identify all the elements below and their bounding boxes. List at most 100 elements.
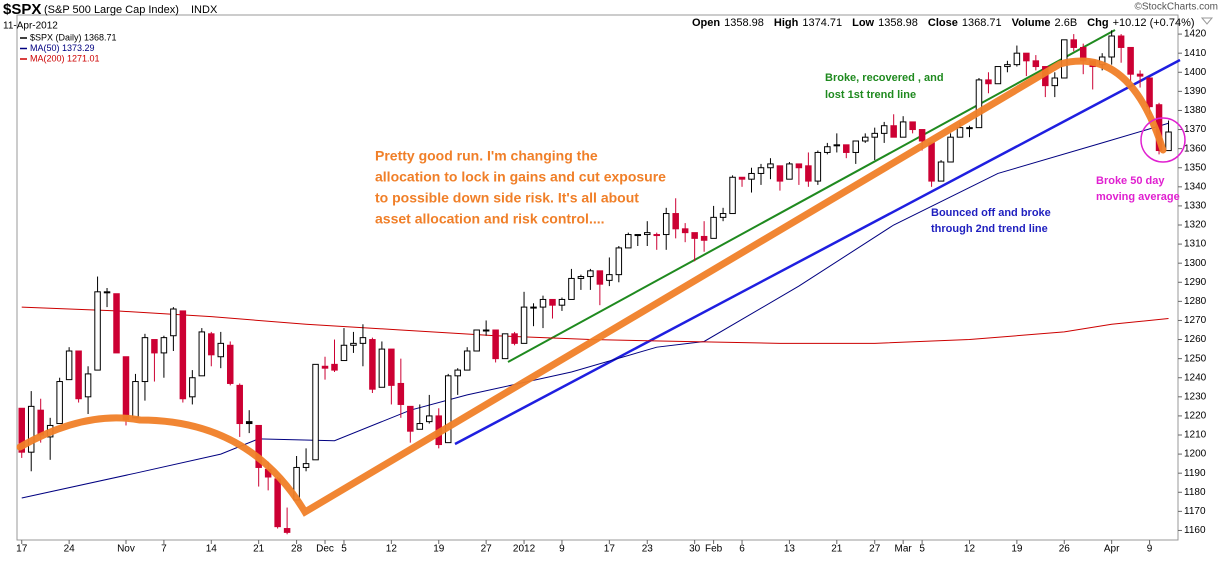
candle-body	[179, 310, 187, 400]
candle-body	[511, 333, 518, 344]
candle-body	[1061, 39, 1068, 79]
candle-body	[331, 363, 338, 371]
x-tick-label: 12	[386, 544, 398, 555]
candle-body	[1108, 35, 1115, 58]
y-tick-label: 1350	[1184, 162, 1207, 173]
x-tick-label: 21	[831, 544, 843, 555]
x-tick-label: 21	[253, 544, 265, 555]
candle-body	[426, 415, 433, 423]
x-tick-label: Mar	[895, 544, 913, 555]
trend-line-2	[454, 58, 1181, 446]
candle-body	[321, 365, 329, 369]
quote-label: Chg	[1087, 17, 1108, 29]
chart-date: 11-Apr-2012	[3, 21, 58, 32]
y-tick-label: 1390	[1184, 86, 1207, 97]
legend-label: MA(50) 1373.29	[30, 43, 95, 53]
candle-body	[861, 136, 869, 142]
candle-body	[1136, 73, 1144, 77]
highlight-circle	[1140, 117, 1186, 163]
candle-body	[27, 405, 35, 453]
x-tick-label: 17	[604, 544, 616, 555]
y-tick-label: 1370	[1184, 124, 1207, 135]
x-tick-label: 5	[919, 544, 925, 555]
quote-value: 1358.98	[724, 17, 764, 29]
candle-body	[1032, 60, 1040, 68]
x-tick-label: 9	[559, 544, 565, 555]
y-tick-label: 1360	[1184, 143, 1207, 154]
quote-label: Low	[852, 17, 874, 29]
annotation: Broke, recovered , and	[825, 72, 944, 84]
candle-body	[539, 298, 547, 308]
y-tick-label: 1400	[1184, 67, 1207, 78]
y-tick-label: 1170	[1184, 506, 1206, 517]
y-tick-label: 1340	[1184, 181, 1207, 192]
y-tick-label: 1320	[1184, 220, 1207, 231]
candle-body	[767, 163, 774, 169]
candle-body	[407, 405, 414, 432]
candle-body	[738, 176, 746, 180]
menu-arrow[interactable]	[1200, 17, 1214, 25]
candle-body	[757, 167, 765, 174]
candle-body	[681, 228, 689, 234]
candle-body	[928, 142, 935, 182]
candle-body	[899, 121, 907, 138]
x-tick-label: 17	[16, 544, 28, 555]
candle-body	[596, 270, 604, 285]
y-tick-label: 1220	[1184, 411, 1207, 422]
y-tick-label: 1190	[1184, 468, 1206, 479]
candle-body	[568, 277, 575, 300]
exchange: INDX	[191, 4, 218, 16]
quote-label: Volume	[1012, 17, 1051, 29]
candle-body	[871, 132, 878, 138]
x-tick-label: 24	[64, 544, 76, 555]
candle-body	[795, 163, 803, 169]
annotation: asset allocation and risk control....	[375, 211, 605, 227]
candle-body	[37, 409, 44, 436]
x-tick-label: Feb	[705, 544, 723, 555]
quote-value: 2.6B	[1055, 17, 1078, 29]
candle-body	[482, 329, 490, 332]
annotation: Broke 50 day	[1096, 175, 1165, 187]
x-tick-label: 14	[206, 544, 218, 555]
x-tick-label: 19	[1011, 544, 1023, 555]
candle-body	[1051, 77, 1059, 87]
annotation: to possible down side risk. It's all abo…	[375, 190, 639, 206]
candle-body	[587, 270, 594, 278]
y-tick-label: 1280	[1184, 296, 1207, 307]
candle-body	[189, 377, 196, 398]
candle-body	[1023, 52, 1030, 62]
candle-body	[966, 127, 973, 130]
candle-body	[1165, 131, 1172, 152]
y-tick-label: 1330	[1184, 201, 1207, 212]
x-tick-label: 27	[869, 544, 881, 555]
y-tick-label: 1240	[1184, 372, 1207, 383]
candle-body	[397, 382, 405, 405]
candle-body	[662, 213, 670, 236]
trend-line-1	[507, 29, 1116, 363]
x-tick-label: 5	[341, 544, 347, 555]
candle-body	[729, 176, 736, 215]
candle-body	[378, 348, 386, 388]
quote-value: 1374.71	[802, 17, 842, 29]
quote-value: +10.12 (+0.74%)	[1113, 17, 1195, 29]
candle-body	[653, 234, 660, 237]
candle-body	[208, 333, 215, 356]
candle-body	[824, 146, 831, 153]
y-tick-label: 1410	[1184, 48, 1207, 59]
quote-label: Close	[928, 17, 958, 29]
symbol: $SPX	[3, 1, 41, 18]
quote-label: Open	[692, 17, 720, 29]
candle-body	[880, 125, 888, 134]
candle-body	[302, 463, 310, 468]
y-tick-label: 1270	[1184, 315, 1207, 326]
trend-arc	[16, 57, 1167, 517]
candle-body	[947, 136, 954, 163]
y-tick-label: 1420	[1184, 29, 1207, 40]
candle-body	[700, 235, 708, 241]
x-tick-label: 13	[784, 544, 796, 555]
annotation: Bounced off and broke	[931, 207, 1051, 219]
candle-body	[170, 308, 177, 337]
candle-body	[833, 144, 841, 147]
candle-body	[444, 375, 452, 444]
